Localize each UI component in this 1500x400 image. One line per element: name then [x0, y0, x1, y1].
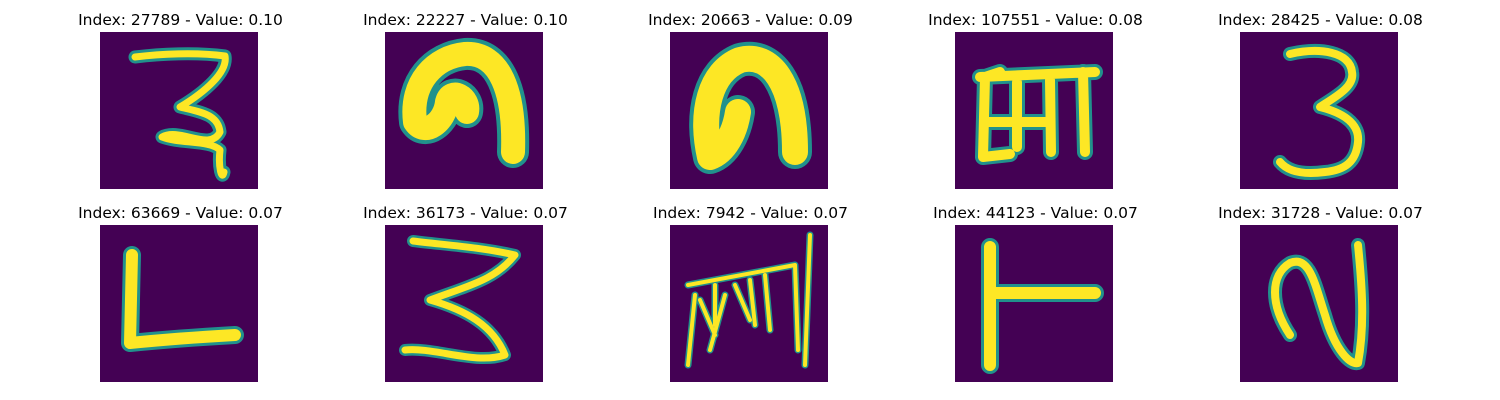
- panel-3: Index: 20663 - Value: 0.09: [608, 10, 893, 200]
- panel-title: Index: 20663 - Value: 0.09: [648, 11, 853, 29]
- panel-6: Index: 63669 - Value: 0.07: [38, 203, 323, 393]
- panel-title: Index: 44123 - Value: 0.07: [933, 204, 1138, 222]
- panel-4: Index: 107551 - Value: 0.08: [893, 10, 1178, 200]
- panel-7: Index: 36173 - Value: 0.07: [323, 203, 608, 393]
- glyph-image: [670, 225, 828, 382]
- glyph-strokes: [398, 38, 530, 168]
- glyph-strokes: [689, 41, 812, 174]
- glyph-image: [1240, 32, 1398, 189]
- glyph-image: [385, 225, 543, 382]
- glyph-strokes: [972, 64, 1103, 165]
- panel-2: Index: 22227 - Value: 0.10: [323, 10, 608, 200]
- panel-title: Index: 27789 - Value: 0.10: [78, 11, 283, 29]
- panel-title: Index: 31728 - Value: 0.07: [1218, 204, 1423, 222]
- glyph-image: [670, 32, 828, 189]
- glyph-image: [955, 225, 1113, 382]
- panel-title: Index: 28425 - Value: 0.08: [1218, 11, 1423, 29]
- glyph-strokes: [399, 235, 521, 364]
- glyph-image: [100, 32, 258, 189]
- panel-9: Index: 44123 - Value: 0.07: [893, 203, 1178, 393]
- panel-title: Index: 22227 - Value: 0.10: [363, 11, 568, 29]
- glyph-strokes: [121, 246, 244, 352]
- panel-10: Index: 31728 - Value: 0.07: [1178, 203, 1463, 393]
- panel-5: Index: 28425 - Value: 0.08: [1178, 10, 1463, 200]
- glyph-strokes: [981, 238, 1104, 374]
- glyph-strokes: [1268, 238, 1370, 371]
- panel-title: Index: 7942 - Value: 0.07: [653, 204, 848, 222]
- panel-title: Index: 63669 - Value: 0.07: [78, 204, 283, 222]
- glyph-image: [955, 32, 1113, 189]
- panel-title: Index: 107551 - Value: 0.08: [928, 11, 1143, 29]
- panel-title: Index: 36173 - Value: 0.07: [363, 204, 568, 222]
- glyph-strokes: [684, 231, 814, 369]
- glyph-image: [100, 225, 258, 382]
- panel-1: Index: 27789 - Value: 0.10: [38, 10, 323, 200]
- glyph-strokes: [128, 47, 232, 182]
- panel-8: Index: 7942 - Value: 0.07: [608, 203, 893, 393]
- glyph-strokes: [1273, 44, 1366, 180]
- glyph-image: [1240, 225, 1398, 382]
- glyph-image: [385, 32, 543, 189]
